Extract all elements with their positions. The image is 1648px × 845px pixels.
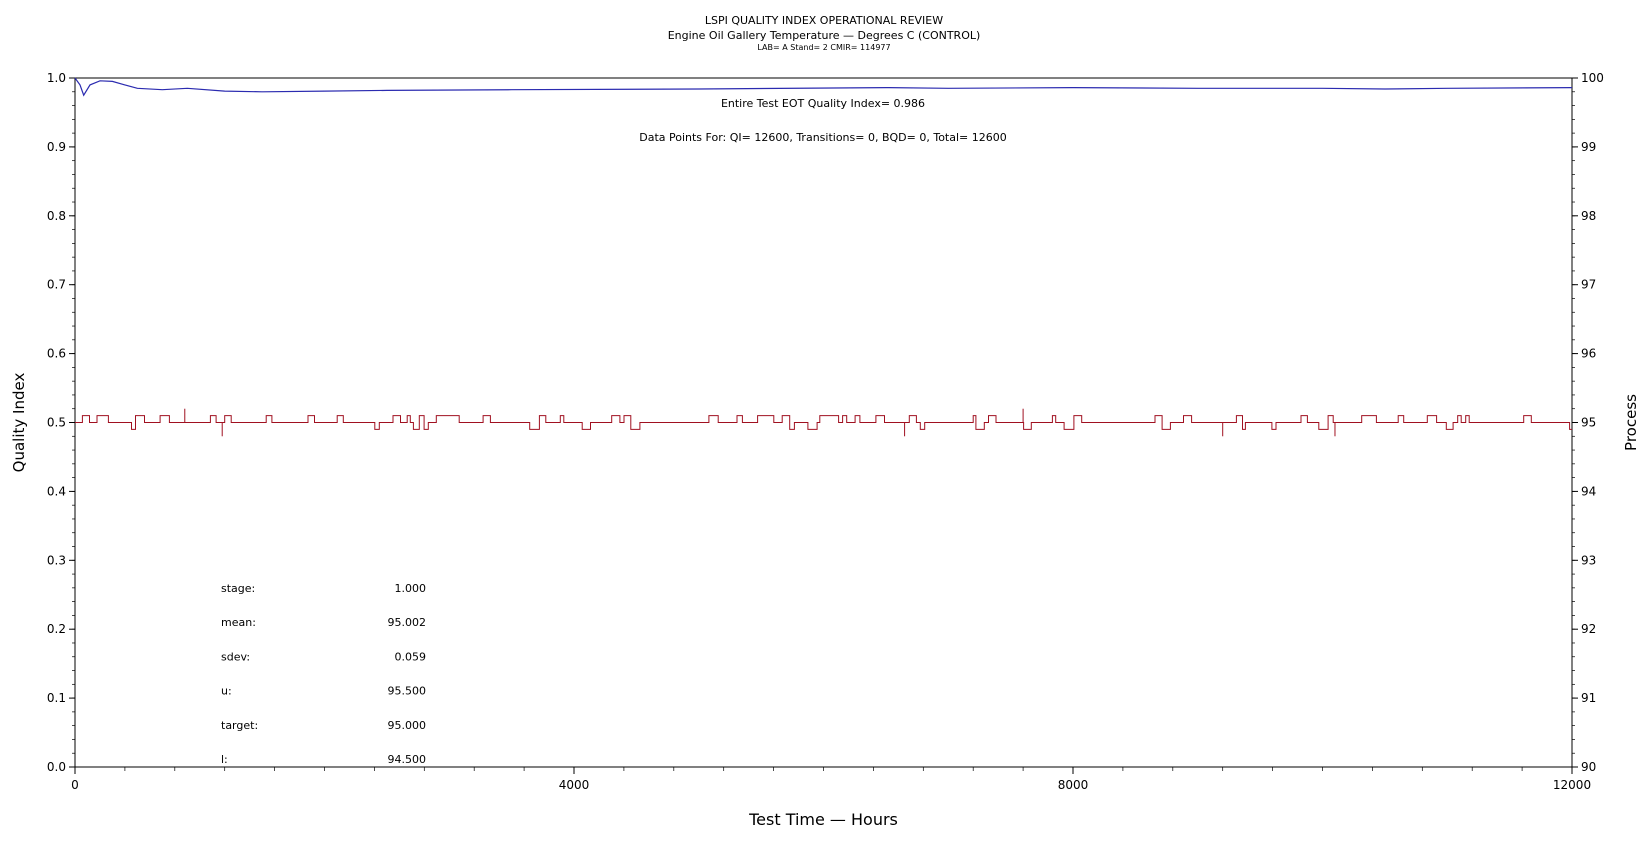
- y-right-tick-label: 93: [1581, 553, 1596, 567]
- y-left-tick-label: 0.6: [47, 347, 66, 361]
- y-right-tick-label: 97: [1581, 278, 1596, 292]
- data-points-annotation: Data Points For: QI= 12600, Transitions=…: [639, 131, 1007, 144]
- stat-value: 95.000: [388, 719, 427, 732]
- y-left-tick-label: 0.1: [47, 691, 66, 705]
- stat-value: 0.059: [395, 650, 427, 663]
- chart-title: LSPI QUALITY INDEX OPERATIONAL REVIEW: [704, 14, 944, 27]
- y-left-tick-label: 0.2: [47, 622, 66, 636]
- y-left-tick-label: 0.5: [47, 416, 66, 430]
- y-right-axis-label: Process: [1622, 394, 1640, 451]
- y-left-tick-label: 0.7: [47, 278, 66, 292]
- stat-label: sdev:: [221, 650, 250, 663]
- y-right-tick-label: 100: [1581, 71, 1604, 85]
- y-left-tick-label: 0.3: [47, 553, 66, 567]
- process-line: [75, 415, 1572, 430]
- stat-label: mean:: [221, 616, 256, 629]
- stat-value: 95.002: [388, 616, 427, 629]
- stat-label: stage:: [221, 582, 255, 595]
- quality-index-annotation: Entire Test EOT Quality Index= 0.986: [721, 97, 925, 110]
- x-axis-label: Test Time — Hours: [748, 810, 898, 829]
- chart-meta: LAB= A Stand= 2 CMIR= 114977: [757, 43, 891, 52]
- y-left-tick-label: 0.4: [47, 484, 66, 498]
- x-tick-label: 12000: [1553, 778, 1591, 792]
- y-right-tick-label: 92: [1581, 622, 1596, 636]
- y-right-tick-label: 98: [1581, 209, 1596, 223]
- stat-label: l:: [221, 753, 228, 766]
- y-left-tick-label: 0.8: [47, 209, 66, 223]
- stat-label: u:: [221, 685, 232, 698]
- y-left-tick-label: 0.9: [47, 140, 66, 154]
- y-right-tick-label: 95: [1581, 416, 1596, 430]
- y-left-tick-label: 1.0: [47, 71, 66, 85]
- x-tick-label: 4000: [559, 778, 590, 792]
- y-left-tick-label: 0.0: [47, 760, 66, 774]
- y-right-tick-label: 94: [1581, 484, 1596, 498]
- x-tick-label: 8000: [1058, 778, 1089, 792]
- stat-label: target:: [221, 719, 258, 732]
- y-left-axis-label: Quality Index: [10, 373, 28, 473]
- y-right-tick-label: 90: [1581, 760, 1596, 774]
- quality-index-line: [74, 77, 1573, 97]
- stat-value: 94.500: [388, 753, 427, 766]
- stat-value: 95.500: [388, 685, 427, 698]
- y-right-tick-label: 99: [1581, 140, 1596, 154]
- y-right-tick-label: 91: [1581, 691, 1596, 705]
- y-right-tick-label: 96: [1581, 347, 1596, 361]
- chart-subtitle: Engine Oil Gallery Temperature — Degrees…: [667, 29, 981, 42]
- x-tick-label: 0: [71, 778, 79, 792]
- stat-value: 1.000: [395, 582, 427, 595]
